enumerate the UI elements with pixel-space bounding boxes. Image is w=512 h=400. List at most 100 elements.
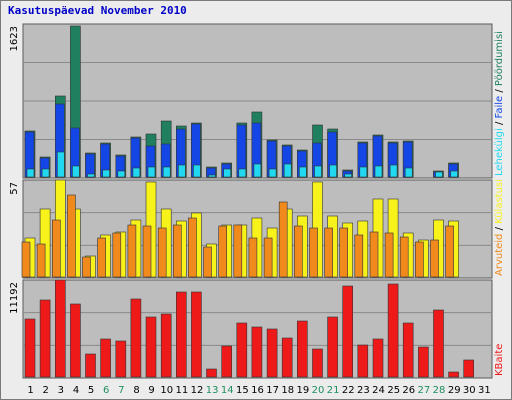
bar-lehekülgi-day-9 xyxy=(147,166,156,178)
legend-top: Lehekülgi / Faile / Pöördumisi xyxy=(494,31,505,176)
x-tick-label-day-15: 15 xyxy=(236,385,249,396)
bar-lehekülgi-day-2 xyxy=(41,168,50,178)
bar-arvuteid-day-15 xyxy=(233,224,243,278)
bar-kbaite-day-24 xyxy=(372,338,384,378)
bar-arvuteid-day-28 xyxy=(430,239,439,278)
x-tick-label-day-31: 31 xyxy=(478,385,491,396)
x-tick-label-day-27: 27 xyxy=(418,385,431,396)
bar-arvuteid-day-4 xyxy=(67,194,76,278)
x-tick-label-day-4: 4 xyxy=(73,385,79,396)
bar-arvuteid-day-16 xyxy=(248,237,258,278)
x-tick-label-day-13: 13 xyxy=(206,385,219,396)
legend-entry-arvuteid: Arvuteid xyxy=(494,234,505,276)
bar-kbaite-day-7 xyxy=(115,340,127,378)
bar-kbaite-day-18 xyxy=(281,337,293,378)
bar-kbaite-day-8 xyxy=(130,298,142,378)
bar-lehekülgi-day-14 xyxy=(223,168,231,178)
x-tick-label-day-22: 22 xyxy=(342,385,355,396)
x-tick-label-day-8: 8 xyxy=(133,385,139,396)
x-tick-label-day-28: 28 xyxy=(433,385,446,396)
bar-kbaite-day-14 xyxy=(221,345,232,378)
bar-arvuteid-day-5 xyxy=(82,256,91,278)
bar-arvuteid-day-3 xyxy=(51,219,61,278)
bar-kbaite-day-28 xyxy=(433,309,444,378)
bar-kbaite-day-6 xyxy=(100,338,111,378)
bar-lehekülgi-day-28 xyxy=(435,171,443,178)
bar-arvuteid-day-13 xyxy=(203,246,212,278)
x-tick-label-day-20: 20 xyxy=(312,385,325,396)
bar-kbaite-day-25 xyxy=(387,283,399,378)
bar-lehekülgi-day-15 xyxy=(238,168,247,178)
bar-arvuteid-day-25 xyxy=(384,232,394,278)
bar-arvuteid-day-8 xyxy=(127,224,137,278)
legend-entry-faile: Faile xyxy=(494,96,505,119)
bar-arvuteid-day-27 xyxy=(415,241,424,278)
legend-separator: / xyxy=(494,86,505,96)
legend-separator: / xyxy=(494,119,505,129)
bar-arvuteid-day-11 xyxy=(173,224,182,278)
bar-faile-day-5 xyxy=(85,153,95,178)
bar-arvuteid-day-1 xyxy=(21,241,31,278)
bar-kbaite-day-17 xyxy=(266,328,278,378)
bar-kbaite-day-5 xyxy=(85,353,96,378)
bar-arvuteid-day-12 xyxy=(188,217,197,278)
bar-arvuteid-day-21 xyxy=(324,227,333,278)
bar-kbaite-day-9 xyxy=(145,316,157,378)
bar-arvuteid-day-14 xyxy=(218,225,227,278)
ymax-label-bottom: 11192 xyxy=(9,282,20,314)
x-tick-label-day-18: 18 xyxy=(281,385,294,396)
bar-arvuteid-day-6 xyxy=(97,237,106,278)
bar-arvuteid-day-26 xyxy=(399,236,409,278)
bar-arvuteid-day-17 xyxy=(263,237,273,278)
bar-lehekülgi-day-20 xyxy=(314,165,322,178)
bar-kbaite-day-21 xyxy=(327,316,338,378)
bar-arvuteid-day-19 xyxy=(293,225,303,278)
bar-lehekülgi-day-19 xyxy=(298,166,307,178)
x-tick-label-day-29: 29 xyxy=(448,385,461,396)
bar-lehekülgi-day-26 xyxy=(404,167,413,178)
bar-kbaite-day-26 xyxy=(402,322,414,378)
bar-lehekülgi-day-10 xyxy=(162,166,171,178)
bar-kbaite-day-29 xyxy=(448,371,459,378)
bar-arvuteid-day-20 xyxy=(309,227,318,278)
bar-lehekülgi-day-16 xyxy=(253,163,262,178)
bar-lehekülgi-day-8 xyxy=(132,167,141,178)
x-tick-label-day-23: 23 xyxy=(357,385,370,396)
bar-lehekülgi-day-18 xyxy=(283,163,292,178)
x-tick-label-day-19: 19 xyxy=(297,385,310,396)
bar-kbaite-day-15 xyxy=(236,322,248,378)
x-tick-label-day-25: 25 xyxy=(387,385,400,396)
bar-kbaite-day-12 xyxy=(191,291,202,378)
bar-lehekülgi-day-17 xyxy=(268,168,277,178)
bar-kbaite-day-2 xyxy=(39,299,51,378)
ymax-label-middle: 57 xyxy=(9,182,20,195)
ymax-label-top: 1623 xyxy=(9,26,20,51)
bar-kbaite-day-11 xyxy=(176,291,187,378)
x-tick-label-day-1: 1 xyxy=(27,385,33,396)
bar-lehekülgi-day-4 xyxy=(72,165,80,178)
bar-kbaite-day-3 xyxy=(54,279,66,378)
bar-lehekülgi-day-3 xyxy=(56,151,65,178)
bar-arvuteid-day-24 xyxy=(369,231,379,278)
legend-separator: / xyxy=(494,224,505,234)
bar-lehekülgi-day-29 xyxy=(450,170,458,178)
bar-lehekülgi-day-5 xyxy=(87,173,95,178)
bar-arvuteid-day-10 xyxy=(157,227,167,278)
bar-kbaite-day-27 xyxy=(418,346,429,378)
legend-entry-külastusi: Külastusi xyxy=(494,179,505,224)
legend-entry-lehekülgi: Lehekülgi xyxy=(494,128,505,176)
bar-lehekülgi-day-21 xyxy=(329,164,337,178)
x-tick-label-day-17: 17 xyxy=(266,385,279,396)
x-tick-label-day-6: 6 xyxy=(103,385,109,396)
legend-middle: Arvuteid / Külastusi xyxy=(494,179,505,276)
x-tick-label-day-14: 14 xyxy=(221,385,234,396)
bar-lehekülgi-day-7 xyxy=(117,170,126,178)
bar-arvuteid-day-18 xyxy=(278,201,288,278)
x-tick-label-day-12: 12 xyxy=(191,385,204,396)
x-tick-label-day-11: 11 xyxy=(176,385,189,396)
bar-arvuteid-day-7 xyxy=(112,232,122,278)
bar-lehekülgi-day-12 xyxy=(193,164,201,178)
bar-lehekülgi-day-23 xyxy=(359,166,368,178)
bar-lehekülgi-day-24 xyxy=(374,165,383,178)
